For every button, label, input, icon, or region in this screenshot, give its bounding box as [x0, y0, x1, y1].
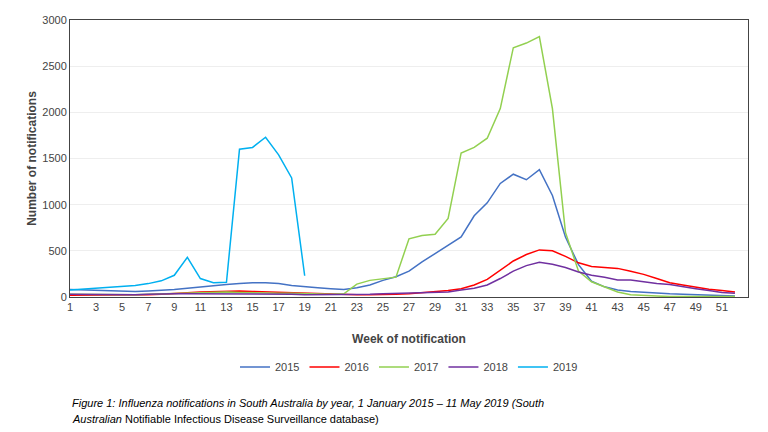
svg-text:Figure 1: Influenza notificati: Figure 1: Influenza notifications in Sou…: [72, 397, 544, 409]
svg-text:1: 1: [67, 301, 73, 313]
svg-text:39: 39: [559, 301, 571, 313]
svg-text:27: 27: [403, 301, 415, 313]
svg-text:1000: 1000: [42, 199, 66, 211]
svg-text:31: 31: [455, 301, 467, 313]
svg-text:7: 7: [145, 301, 151, 313]
svg-text:3000: 3000: [42, 14, 66, 26]
svg-text:49: 49: [690, 301, 702, 313]
svg-text:15: 15: [246, 301, 258, 313]
svg-text:25: 25: [377, 301, 389, 313]
svg-text:2018: 2018: [483, 361, 507, 373]
svg-text:5: 5: [119, 301, 125, 313]
svg-text:1500: 1500: [42, 152, 66, 164]
svg-text:Australian Notifiable Infectio: Australian Notifiable Infectious Disease…: [72, 413, 379, 425]
svg-text:47: 47: [664, 301, 676, 313]
svg-text:51: 51: [716, 301, 728, 313]
svg-text:0: 0: [61, 291, 67, 303]
svg-text:45: 45: [638, 301, 650, 313]
svg-text:35: 35: [507, 301, 519, 313]
svg-text:23: 23: [351, 301, 363, 313]
svg-text:2000: 2000: [42, 106, 66, 118]
svg-text:11: 11: [195, 301, 206, 313]
svg-text:500: 500: [48, 245, 66, 257]
svg-text:2017: 2017: [414, 361, 438, 373]
svg-text:9: 9: [171, 301, 177, 313]
svg-text:43: 43: [611, 301, 623, 313]
svg-text:2019: 2019: [553, 361, 577, 373]
svg-text:Week of notification: Week of notification: [352, 332, 466, 346]
svg-text:17: 17: [272, 301, 284, 313]
svg-text:Number of notifications: Number of notifications: [25, 91, 39, 226]
svg-text:37: 37: [533, 301, 545, 313]
svg-text:33: 33: [481, 301, 493, 313]
svg-text:2500: 2500: [42, 60, 66, 72]
svg-text:2016: 2016: [344, 361, 368, 373]
svg-text:19: 19: [299, 301, 311, 313]
svg-text:41: 41: [585, 301, 597, 313]
svg-text:2015: 2015: [275, 361, 299, 373]
svg-text:13: 13: [220, 301, 232, 313]
svg-text:21: 21: [325, 301, 337, 313]
svg-text:3: 3: [93, 301, 99, 313]
svg-text:29: 29: [429, 301, 441, 313]
